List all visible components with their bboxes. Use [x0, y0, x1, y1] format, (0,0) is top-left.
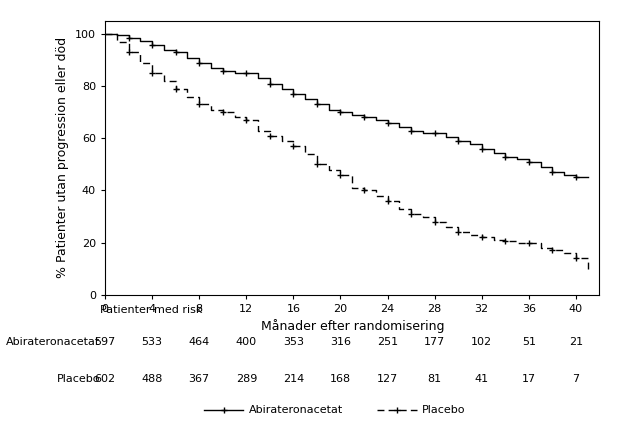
Text: 7: 7	[572, 373, 580, 384]
Text: 177: 177	[424, 337, 446, 347]
Text: Placebo: Placebo	[57, 373, 100, 384]
Text: 41: 41	[475, 373, 489, 384]
Text: 464: 464	[188, 337, 210, 347]
Text: 597: 597	[95, 337, 116, 347]
Y-axis label: % Patienter utan progression eller död: % Patienter utan progression eller död	[56, 37, 69, 278]
Text: 316: 316	[330, 337, 351, 347]
X-axis label: Månader efter randomisering: Månader efter randomisering	[261, 319, 444, 333]
Text: 51: 51	[522, 337, 536, 347]
Text: 214: 214	[283, 373, 304, 384]
Text: 400: 400	[235, 337, 257, 347]
Text: 102: 102	[471, 337, 493, 347]
Text: 21: 21	[569, 337, 583, 347]
Text: Patienter med risk: Patienter med risk	[100, 305, 203, 315]
Text: Abirateronacetat: Abirateronacetat	[248, 405, 343, 415]
Text: 289: 289	[235, 373, 257, 384]
Text: 17: 17	[522, 373, 536, 384]
Text: 602: 602	[95, 373, 116, 384]
Text: 353: 353	[283, 337, 304, 347]
Text: Abirateronacetat: Abirateronacetat	[6, 337, 100, 347]
Text: 367: 367	[188, 373, 210, 384]
Text: 127: 127	[377, 373, 398, 384]
Text: 168: 168	[330, 373, 351, 384]
Text: 488: 488	[142, 373, 163, 384]
Text: Placebo: Placebo	[421, 405, 465, 415]
Text: 533: 533	[142, 337, 163, 347]
Text: 81: 81	[428, 373, 442, 384]
Text: 251: 251	[377, 337, 398, 347]
